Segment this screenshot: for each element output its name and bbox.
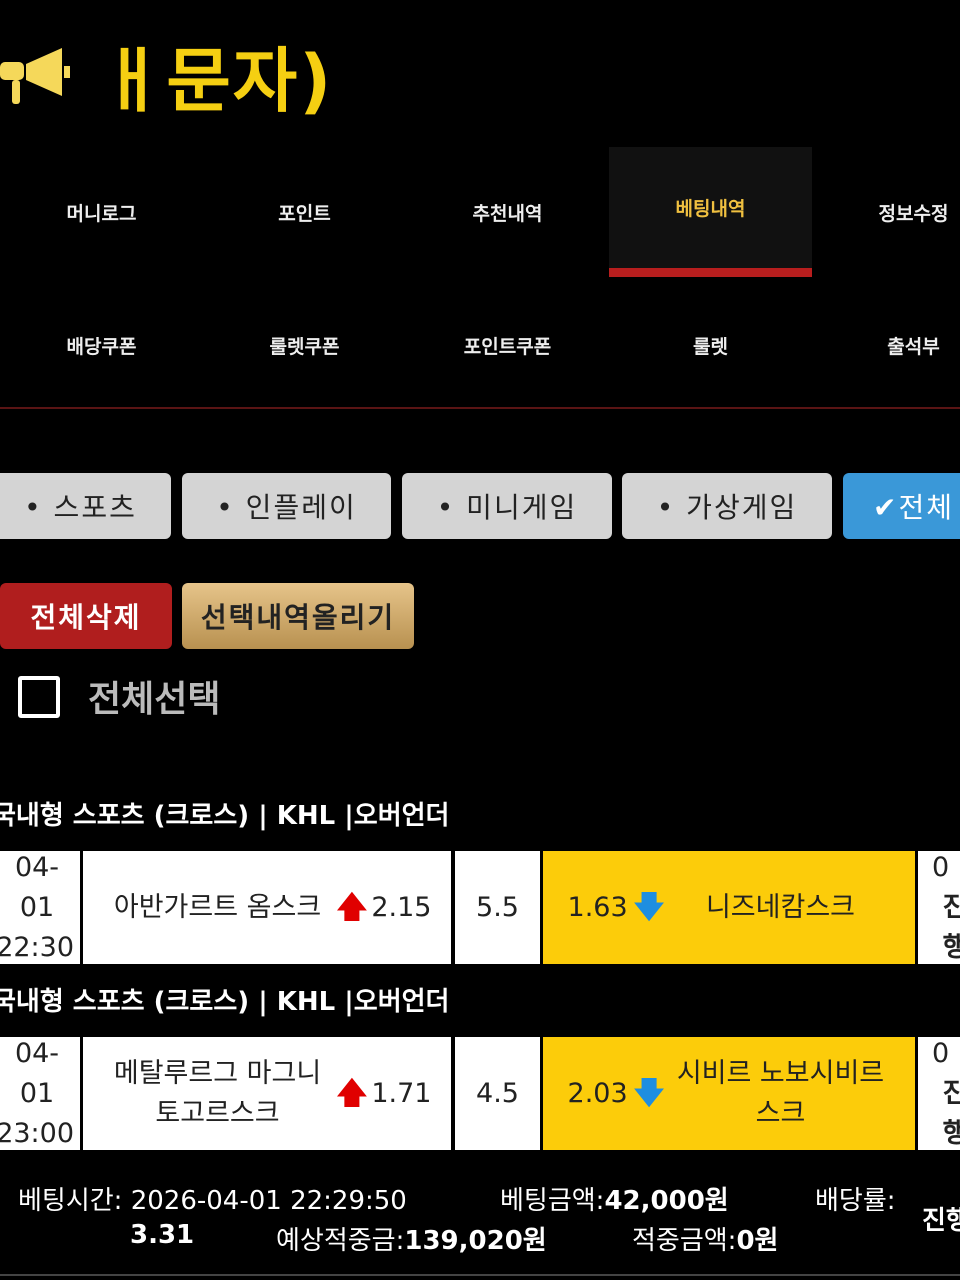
- odds-label: 배당률:: [815, 1186, 896, 1216]
- bet-row: 04-01 22:30 아반가르트 옴스크 🡅 2.15 5.5 1.63 🡇 니즈네캄스…: [0, 851, 960, 964]
- megaphone-icon: [0, 48, 70, 104]
- nav-item[interactable]: 정보수정: [878, 202, 949, 225]
- divider: [0, 407, 960, 409]
- score: 0 :: [932, 851, 960, 883]
- nav-item[interactable]: 룰렛쿠폰: [269, 335, 340, 358]
- page-header: ㅐ문자): [0, 30, 333, 122]
- filter-tab[interactable]: • 인플레이: [182, 473, 391, 539]
- away-pick-selected[interactable]: 2.03 🡇 시비르 노보시비르스크: [543, 1037, 915, 1150]
- match-datetime: 04-01 23:00: [0, 1037, 80, 1150]
- upload-selected-button[interactable]: 선택내역올리기: [182, 583, 414, 649]
- arrow-up-icon: 🡅: [336, 1075, 368, 1111]
- match-result: 0 : 진행: [918, 1037, 960, 1150]
- nav-item[interactable]: 포인트쿠폰: [463, 335, 552, 358]
- away-team: 니즈네캄스크: [705, 891, 855, 923]
- filter-tab[interactable]: ✔전체: [843, 473, 960, 539]
- nav-item[interactable]: 베팅내역: [609, 147, 812, 277]
- away-odds: 2.03: [567, 1077, 628, 1109]
- filter-tab[interactable]: • 스포츠: [0, 473, 171, 539]
- match-status: 진행: [942, 1077, 960, 1149]
- arrow-up-icon: 🡅: [336, 889, 368, 925]
- match-time: 23:00: [0, 1117, 74, 1149]
- match-date: 04-01: [14, 1037, 60, 1109]
- site-title: ㅐ문자): [100, 39, 334, 122]
- bet-amount-label: 베팅금액:: [500, 1186, 605, 1216]
- away-team: 시비르 노보시비르스크: [676, 1057, 885, 1129]
- filter-tab[interactable]: • 미니게임: [402, 473, 612, 539]
- home-team: 아반가르트 옴스크: [113, 891, 322, 923]
- bet-section-header: 국내형 스포츠 (크로스) | KHL |오버언더: [0, 987, 450, 1017]
- score: 0 :: [932, 1037, 960, 1069]
- expected-win: 예상적중금:139,020원: [276, 1220, 547, 1257]
- home-pick[interactable]: 아반가르트 옴스크 🡅 2.15: [83, 851, 451, 964]
- arrow-down-icon: 🡇: [633, 889, 665, 925]
- bet-status: 진행: [922, 1206, 960, 1236]
- win-amount: 적중금액:0원: [632, 1220, 778, 1257]
- away-pick-selected[interactable]: 1.63 🡇 니즈네캄스크: [543, 851, 915, 964]
- line-value: 4.5: [455, 1037, 540, 1150]
- match-date: 04-01: [14, 851, 60, 923]
- expected-label: 예상적중금:: [276, 1226, 405, 1256]
- nav-item[interactable]: 배당쿠폰: [66, 335, 137, 358]
- bet-amount-value: 42,000원: [604, 1186, 729, 1216]
- bet-amount: 베팅금액:42,000원: [500, 1180, 729, 1217]
- win-label: 적중금액:: [632, 1226, 737, 1256]
- match-result: 0 : 진행: [918, 851, 960, 964]
- odds-value: 3.31: [130, 1220, 195, 1250]
- away-odds: 1.63: [567, 891, 628, 923]
- divider: [0, 1274, 960, 1276]
- expected-value: 139,020원: [404, 1226, 547, 1256]
- home-odds: 1.71: [371, 1077, 432, 1109]
- nav-item[interactable]: 추천내역: [472, 202, 543, 225]
- nav-item[interactable]: 룰렛: [693, 335, 728, 358]
- arrow-down-icon: 🡇: [633, 1075, 665, 1111]
- nav-item[interactable]: 머니로그: [66, 202, 137, 225]
- match-time: 22:30: [0, 931, 74, 963]
- nav-item[interactable]: 출석부: [887, 335, 940, 358]
- line-value: 5.5: [455, 851, 540, 964]
- home-odds: 2.15: [371, 891, 432, 923]
- bet-section-header: 국내형 스포츠 (크로스) | KHL |오버언더: [0, 801, 450, 831]
- delete-all-button[interactable]: 전체삭제: [0, 583, 172, 649]
- filter-tab[interactable]: • 가상게임: [622, 473, 832, 539]
- home-pick[interactable]: 메탈루르그 마그니토고르스크 🡅 1.71: [83, 1037, 451, 1150]
- select-all-label: 전체선택: [88, 679, 221, 720]
- match-datetime: 04-01 22:30: [0, 851, 80, 964]
- bet-row: 04-01 23:00 메탈루르그 마그니토고르스크 🡅 1.71 4.5 2.03 🡇…: [0, 1037, 960, 1150]
- bet-time: 베팅시간: 2026-04-01 22:29:50: [18, 1186, 407, 1216]
- nav-item[interactable]: 포인트: [278, 202, 331, 225]
- home-team: 메탈루르그 마그니토고르스크: [113, 1057, 322, 1129]
- match-status: 진행: [942, 891, 960, 963]
- select-all-checkbox[interactable]: [18, 676, 60, 718]
- win-value: 0원: [736, 1226, 779, 1256]
